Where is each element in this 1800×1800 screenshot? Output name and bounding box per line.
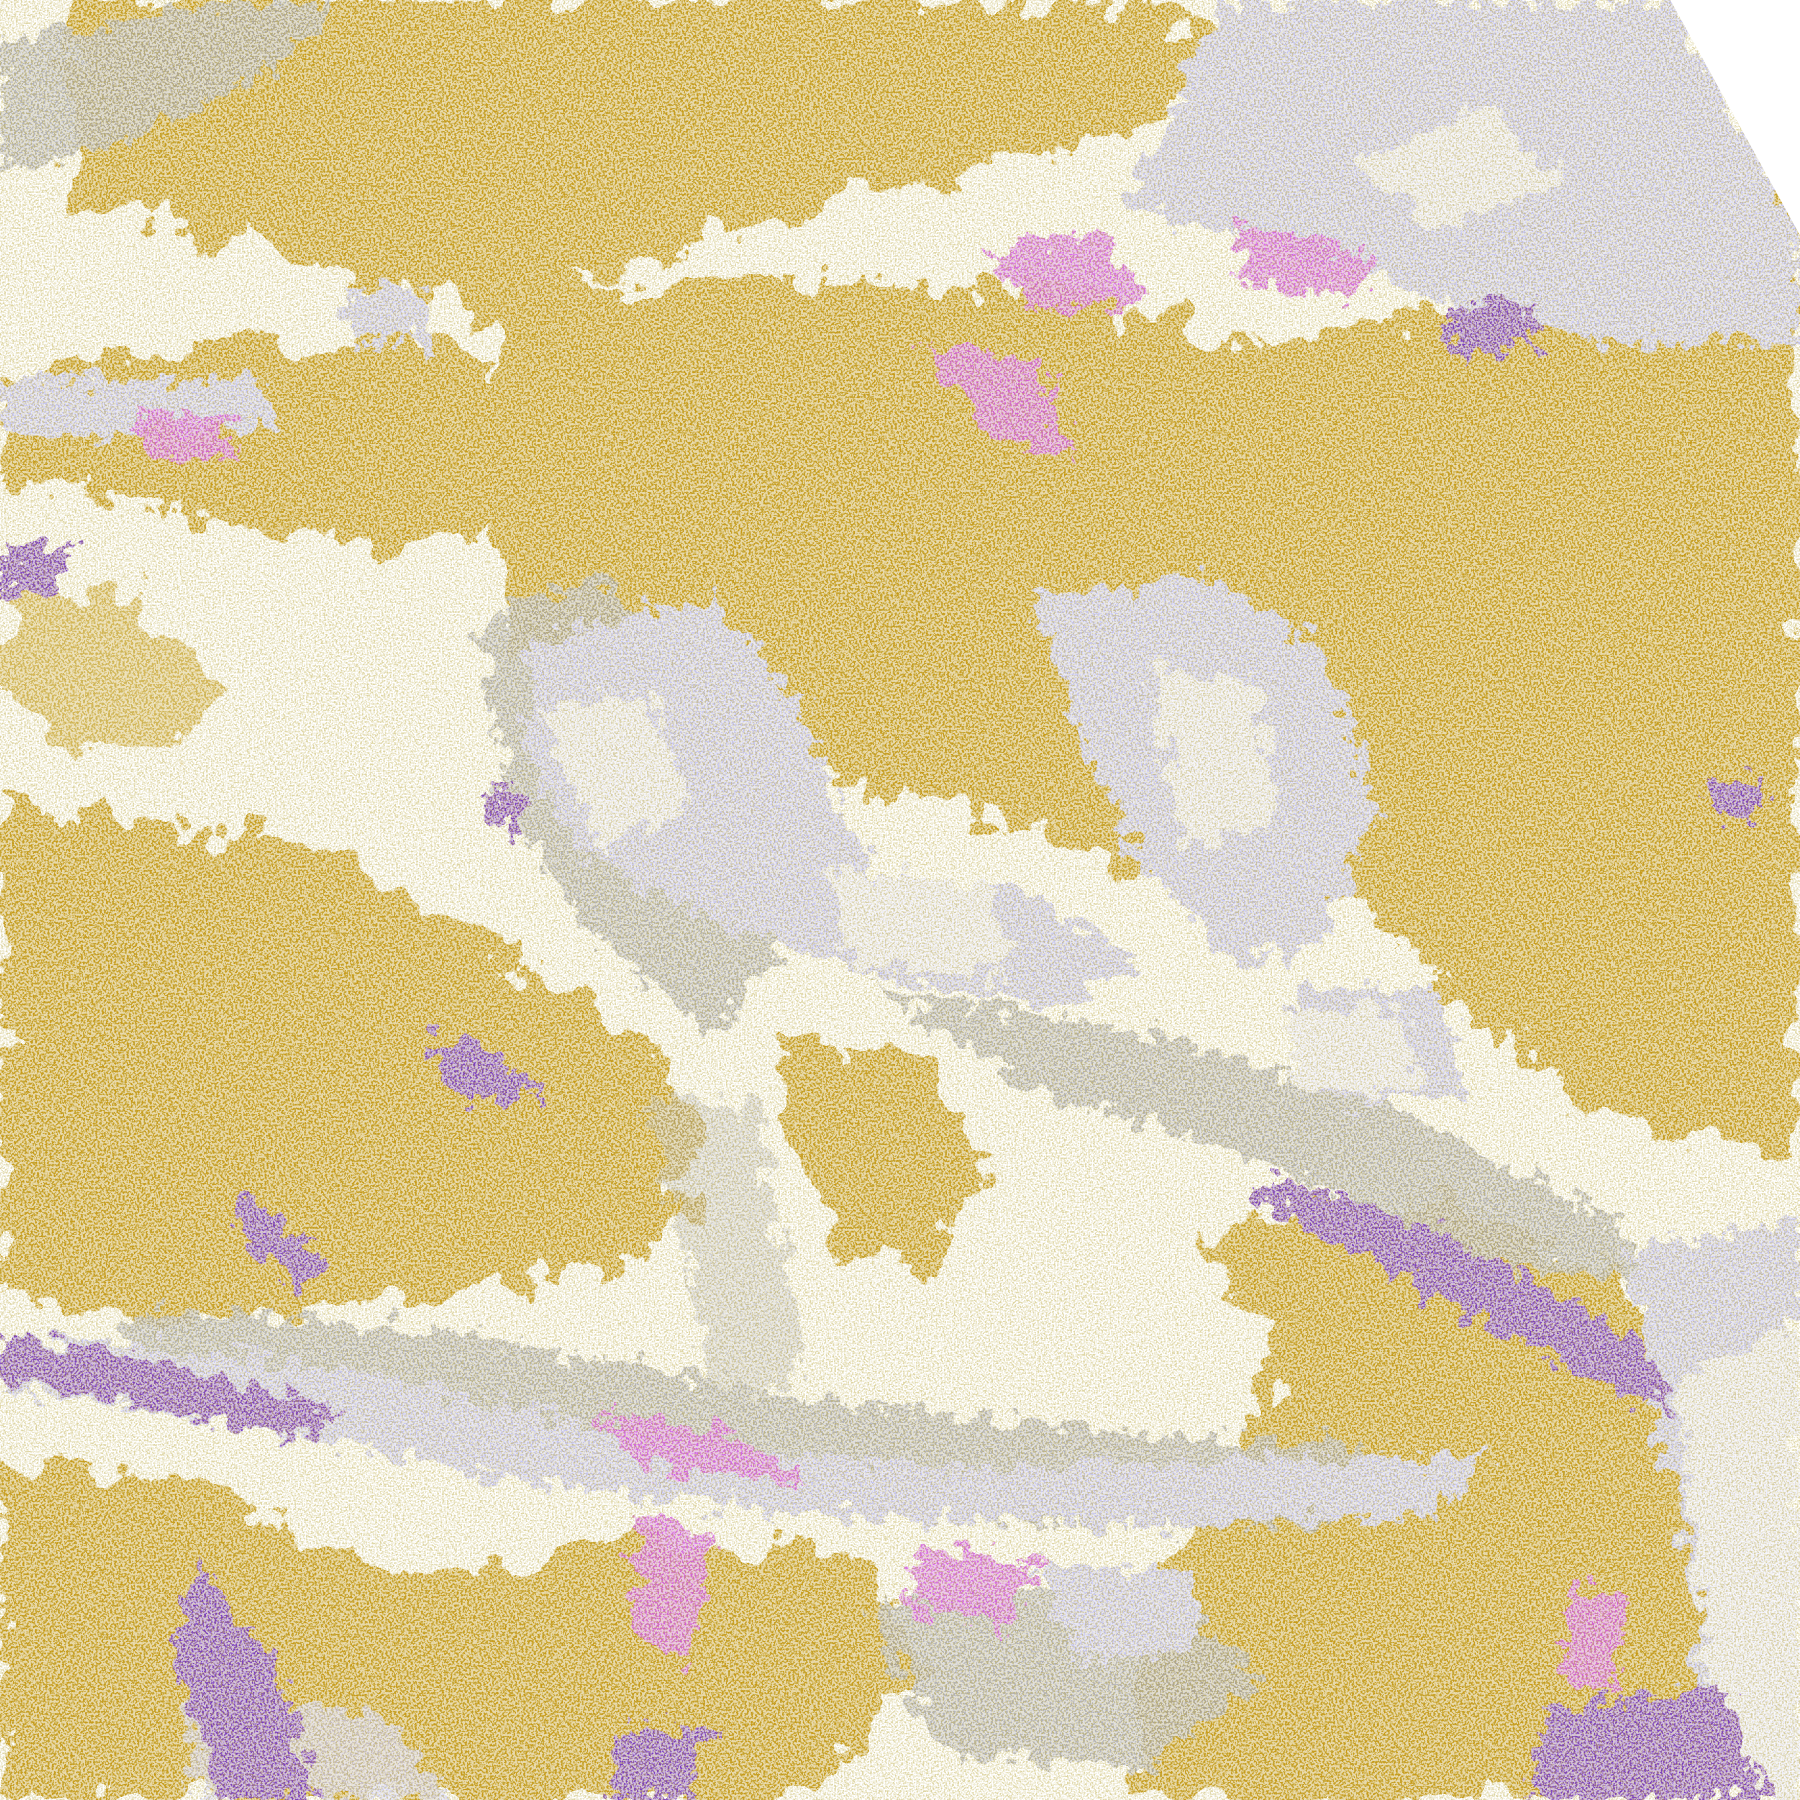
no-data-corner [1670, 0, 1800, 236]
